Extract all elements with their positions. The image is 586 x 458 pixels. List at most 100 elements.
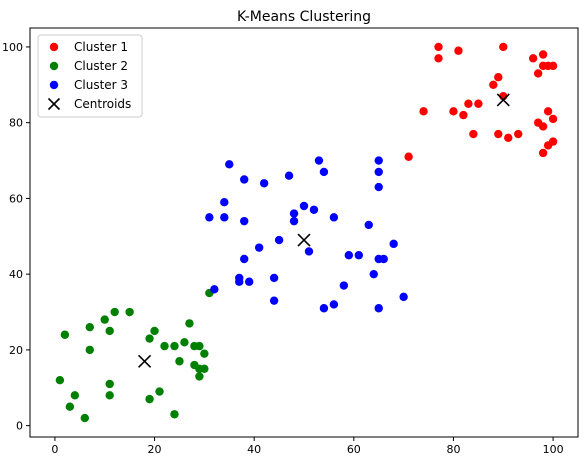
- cluster-3-point: [210, 285, 219, 294]
- cluster-1-point: [504, 133, 513, 143]
- legend: Cluster 1 Cluster 2 Cluster 3 Centroids: [37, 34, 143, 118]
- cluster-2-point: [55, 375, 65, 385]
- legend-label: Cluster 3: [74, 78, 128, 92]
- legend-label: Centroids: [74, 97, 131, 111]
- cluster-3-point: [269, 296, 279, 305]
- cluster-3-point: [344, 251, 354, 260]
- centroid-marker: [496, 93, 510, 107]
- y-tick-label: 80: [9, 117, 23, 130]
- cluster-3-point: [269, 273, 279, 283]
- cluster-1-point: [454, 46, 463, 55]
- cluster-3-point: [259, 179, 269, 188]
- cluster-2-point: [80, 413, 90, 423]
- y-tick-label: 40: [9, 268, 23, 281]
- cluster-2-point: [200, 349, 209, 358]
- cluster-2-point: [85, 322, 94, 332]
- cluster-3-point: [304, 247, 314, 256]
- cluster-3-point: [389, 239, 398, 249]
- y-tick-label: 20: [9, 344, 23, 357]
- cluster-1-point: [548, 137, 558, 146]
- y-tick-label: 60: [9, 192, 23, 205]
- cluster-3-point: [299, 201, 309, 211]
- cluster-3-point: [379, 254, 388, 264]
- y-axis: 0 20 40 60 80 100: [2, 41, 30, 433]
- x-tick-label: 60: [347, 443, 361, 456]
- x-axis: 0 20 40 60 80 100: [51, 437, 564, 456]
- cluster-3-point: [289, 216, 299, 226]
- cluster-1-point: [494, 129, 503, 139]
- cluster-3-point: [254, 243, 264, 252]
- legend-marker: [49, 42, 59, 52]
- cluster-1-point: [543, 107, 553, 116]
- y-tick-label: 0: [16, 420, 23, 433]
- cluster-1-point: [419, 107, 428, 116]
- cluster-2-point: [195, 372, 204, 381]
- cluster-3-point: [309, 205, 319, 214]
- cluster-1-point: [548, 61, 558, 71]
- cluster-3-point: [374, 304, 383, 313]
- cluster-3-point: [374, 156, 383, 165]
- cluster-2-point: [70, 391, 80, 400]
- cluster-2-point: [65, 402, 75, 411]
- cluster-2-point: [105, 391, 114, 400]
- cluster-2-point: [195, 341, 204, 351]
- cluster-3-point: [240, 254, 249, 264]
- legend-label: Cluster 1: [74, 40, 128, 54]
- cluster-1-point: [404, 152, 413, 161]
- cluster-1-point: [434, 54, 443, 63]
- cluster-3-point: [235, 277, 244, 286]
- x-tick-label: 20: [148, 443, 162, 456]
- x-tick-label: 80: [446, 443, 460, 456]
- x-tick-label: 100: [543, 443, 564, 456]
- cluster-3-point: [369, 269, 378, 279]
- cluster-3-point: [240, 216, 249, 226]
- plot-area: [29, 27, 579, 438]
- chart-title: K-Means Clustering: [237, 9, 371, 25]
- cluster-3-point: [329, 213, 339, 222]
- cluster-1-point: [533, 69, 543, 78]
- cluster-3-point: [374, 182, 383, 192]
- cluster-1-point: [548, 114, 558, 124]
- cluster-3-point: [205, 213, 214, 222]
- cluster-3-point: [374, 167, 383, 177]
- cluster-2-point: [170, 341, 179, 351]
- cluster-1-point: [459, 110, 468, 120]
- cluster-2-point: [60, 330, 70, 339]
- cluster-3-point: [289, 209, 299, 218]
- x-tick-label: 40: [247, 443, 261, 456]
- cluster-2-point: [125, 307, 134, 317]
- cluster-3-point: [220, 213, 229, 222]
- cluster-2-point: [85, 345, 94, 355]
- cluster-2-point: [100, 315, 109, 324]
- cluster-1-point: [528, 54, 538, 63]
- legend-marker: [49, 61, 59, 71]
- y-tick-label: 100: [2, 41, 23, 54]
- cluster-3-point: [245, 277, 254, 286]
- cluster-3-point: [319, 167, 329, 177]
- cluster-3-point: [399, 292, 408, 302]
- data-points: [55, 42, 558, 423]
- cluster-1-point: [499, 42, 508, 52]
- legend-box: [37, 34, 143, 118]
- legend-marker: [49, 80, 59, 90]
- cluster-1-point: [538, 50, 548, 59]
- cluster-2-point: [160, 341, 169, 351]
- cluster-1-point: [449, 107, 458, 116]
- cluster-1-point: [434, 42, 443, 52]
- cluster-3-point: [354, 251, 363, 260]
- cluster-3-point: [284, 171, 294, 180]
- cluster-2-point: [145, 394, 154, 404]
- cluster-2-point: [105, 326, 114, 336]
- cluster-2-point: [110, 307, 119, 317]
- cluster-1-point: [514, 129, 523, 139]
- cluster-3-point: [319, 304, 329, 313]
- cluster-1-point: [538, 148, 548, 158]
- cluster-2-point: [175, 357, 184, 366]
- cluster-1-point: [494, 73, 503, 82]
- legend-marker-centroids: [47, 97, 61, 111]
- centroid-marker: [138, 354, 152, 368]
- cluster-1-point: [469, 129, 478, 139]
- cluster-1-point: [489, 80, 498, 90]
- cluster-3-point: [220, 198, 229, 207]
